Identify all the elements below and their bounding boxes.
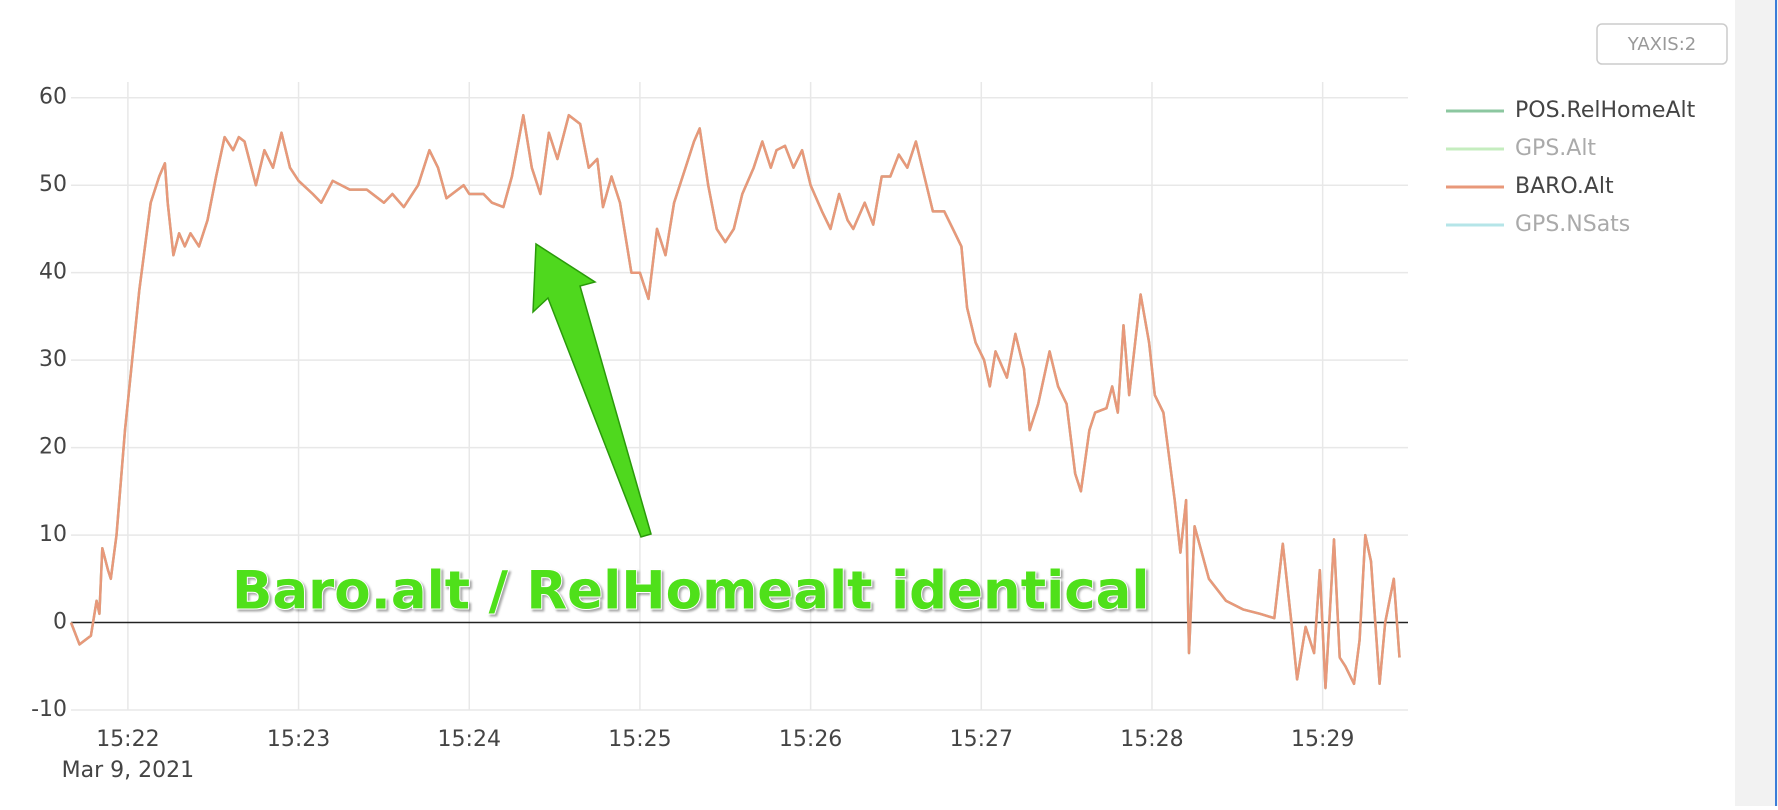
legend-label[interactable]: GPS.NSats xyxy=(1515,212,1630,237)
x-tick-label: 15:29 xyxy=(1291,727,1354,752)
legend-label[interactable]: POS.RelHomeAlt xyxy=(1515,98,1696,123)
x-tick-label: 15:23 xyxy=(267,727,330,752)
y-tick-label: 40 xyxy=(39,260,67,285)
y-tick-label: 0 xyxy=(53,610,67,635)
x-tick-label: 15:25 xyxy=(608,727,671,752)
y-tick-label: 60 xyxy=(39,85,67,110)
y-tick-label: 20 xyxy=(39,435,67,460)
legend-label[interactable]: GPS.Alt xyxy=(1515,136,1596,161)
y-tick-label: 50 xyxy=(39,172,67,197)
annotation-text: Baro.alt / RelHomealt identical xyxy=(232,561,1150,622)
y-tick-label: 30 xyxy=(39,347,67,372)
x-tick-label: 15:26 xyxy=(779,727,842,752)
plot-area: -10 0 10 20 30 40 50 60 15:22 15:23 15:24 15:25 15:2… xyxy=(31,82,1408,783)
legend-label[interactable]: BARO.Alt xyxy=(1515,174,1614,199)
y-tick-label: -10 xyxy=(31,697,67,722)
annotation-group: Baro.alt / RelHomealt identical xyxy=(231,242,1151,623)
x-tick-label: 15:22 xyxy=(96,727,159,752)
x-tick-label: 15:24 xyxy=(438,727,501,752)
x-tick-label: 15:28 xyxy=(1120,727,1183,752)
y-tick-label: 10 xyxy=(39,522,67,547)
legend: POS.RelHomeAlt GPS.Alt BARO.Alt GPS.NSats xyxy=(1446,98,1696,237)
x-tick-label: 15:27 xyxy=(950,727,1013,752)
yaxis-button[interactable] xyxy=(1596,23,1728,65)
side-panel xyxy=(1735,0,1778,806)
annotation-arrow xyxy=(532,242,652,538)
button-label[interactable]: YAXIS:2 xyxy=(1627,34,1697,55)
series-line xyxy=(69,113,1401,690)
x-date-label: Mar 9, 2021 xyxy=(62,758,194,783)
